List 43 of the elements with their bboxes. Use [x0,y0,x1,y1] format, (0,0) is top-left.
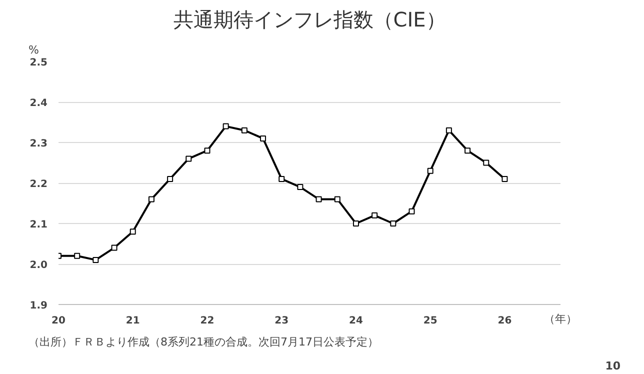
point [297,184,304,190]
point [148,196,154,202]
point [408,208,415,214]
y-tick-label: 2.2 [30,179,48,190]
text: （年） [544,312,577,326]
point [464,148,471,154]
point [222,123,229,130]
x-tick-label: 26 [498,316,512,326]
point [372,212,378,218]
point [390,220,396,226]
point [334,196,340,202]
point [92,256,99,263]
y-tick-label: 2.1 [30,220,48,230]
x-tick-label: 22 [200,316,214,326]
y-tick-label: 2.0 [30,260,48,271]
point [186,156,192,162]
point [204,148,210,154]
point [260,135,266,142]
text: （出所）ＦＲＢより作成（8系列21種の合成。次回7月17日公表予定） [28,336,378,348]
y-tick-label: 2.3 [30,138,48,150]
point [241,127,248,134]
x-tick-label: 21 [126,316,140,326]
point [74,252,80,259]
point [446,127,452,134]
chart-title: 共通期待インフレ指数（CIE） [173,8,446,32]
point [111,244,118,251]
point [316,196,322,202]
point [483,160,490,166]
point [352,220,359,226]
y-tick-label: 2.5 [30,58,48,68]
text: 10 [605,360,621,372]
point [278,176,285,182]
x-tick-label: 20 [52,316,66,326]
point [427,168,434,174]
x-tick-label: 25 [423,316,438,326]
y-tick-label: 1.9 [30,300,48,312]
point [167,176,174,182]
x-tick-label: 23 [274,316,289,326]
point [130,228,136,235]
x-tick-label: 24 [349,316,363,326]
point [502,176,508,182]
y-axis-title: % [28,44,39,56]
y-tick-label: 2.4 [30,98,48,109]
